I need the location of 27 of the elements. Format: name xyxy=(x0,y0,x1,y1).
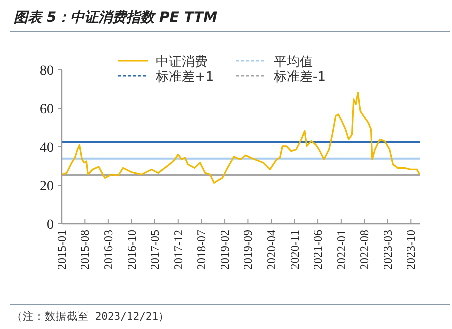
legend-label: 中证消费 xyxy=(156,55,208,70)
xtick: 2019-09 xyxy=(241,230,256,270)
xtick: 2020-11 xyxy=(288,230,302,270)
ytick: 40 xyxy=(40,141,54,156)
title: 图表 5：中证消费指数 PE TTM xyxy=(14,10,218,26)
xtick: 2017-12 xyxy=(171,230,186,270)
legend-label: 标准差-1 xyxy=(273,70,326,85)
ytick: 80 xyxy=(40,64,54,79)
legend-label: 平均值 xyxy=(274,55,313,70)
ytick: 60 xyxy=(40,102,54,118)
xtick: 2022-01 xyxy=(334,230,348,270)
xtick: 2020-04 xyxy=(264,230,278,270)
xtick: 2016-03 xyxy=(101,230,116,270)
annotation: （注：数据截至 2023/12/21） xyxy=(12,311,170,323)
ytick: 0 xyxy=(47,218,54,233)
legend-label: 标准差+1 xyxy=(155,70,214,85)
xtick: 2016-10 xyxy=(124,230,139,270)
xtick: 2019-02 xyxy=(218,230,232,270)
xtick: 2018-07 xyxy=(194,230,209,270)
xtick: 2022-08 xyxy=(358,230,372,270)
xtick: 2015-01 xyxy=(55,230,69,270)
xtick: 2023-10 xyxy=(404,230,418,270)
ytick: 20 xyxy=(40,180,54,194)
xtick: 2023-03 xyxy=(380,230,395,270)
xtick: 2021-06 xyxy=(311,230,326,270)
xtick: 2015-08 xyxy=(78,230,92,270)
xtick: 2017-05 xyxy=(148,230,162,270)
